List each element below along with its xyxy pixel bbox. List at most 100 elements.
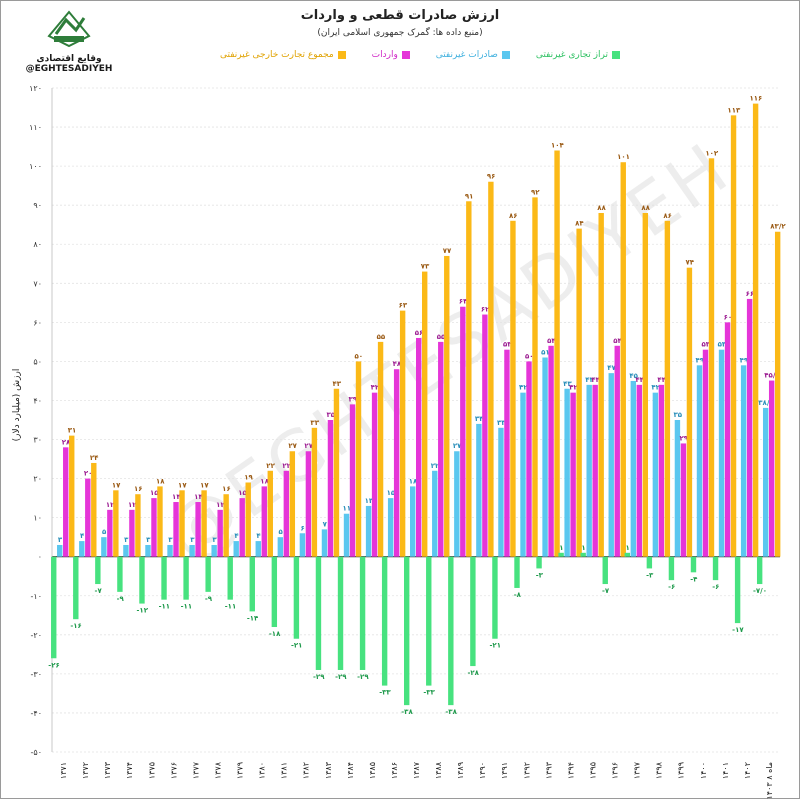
bar-total [422, 271, 428, 557]
bar-imports [504, 349, 510, 557]
bar-exports [277, 537, 284, 557]
data-label-imports: ۲۷ [304, 442, 313, 450]
bar-imports [526, 361, 532, 557]
y-tick-label: -۲۰ [31, 631, 42, 640]
bar-balance [668, 556, 675, 581]
data-label-imports: ۵۳ [702, 341, 711, 349]
bar-imports [592, 384, 598, 557]
bar-exports [343, 513, 350, 557]
data-label-total: ۸۶ [663, 212, 672, 220]
data-label-balance: -۳۳ [423, 689, 435, 697]
x-tick-label: ۱۳۷۳ [103, 761, 112, 779]
bar-exports [630, 380, 637, 557]
data-label-exports: ۴۲ [651, 384, 660, 392]
data-label-balance: -۴ [690, 575, 698, 583]
x-tick-label: ۱۳۷۴ [125, 762, 134, 779]
bar-total [311, 427, 318, 557]
bar-total [223, 494, 229, 557]
data-label-total: ۲۲ [266, 462, 275, 470]
data-label-imports: ۵۴ [613, 337, 622, 345]
data-label-balance: -۳۸ [401, 708, 413, 716]
x-tick-label: ۱۳۷۹ [236, 762, 245, 779]
data-label-exports: ۳ [168, 536, 173, 544]
bar-total [730, 115, 737, 557]
data-label-balance: -۲۱ [291, 642, 302, 650]
y-tick-label: -۱۰ [31, 592, 42, 601]
bar-balance [205, 556, 211, 592]
bar-imports [85, 478, 91, 557]
data-label-total: ۱۸ [156, 477, 165, 485]
bar-imports [570, 392, 576, 557]
data-label-imports: ۵۰ [525, 352, 534, 360]
bar-total [752, 103, 759, 557]
data-label-total: ۶۳ [399, 302, 408, 310]
bar-total [377, 341, 384, 557]
data-label-imports: ۲۹ [679, 434, 688, 442]
data-label-total: ۳۱ [68, 427, 77, 435]
data-label-balance: -۲۹ [357, 673, 369, 681]
bar-balance [536, 556, 542, 569]
data-label-balance: ۱ [625, 544, 629, 552]
bar-exports [542, 357, 548, 557]
x-tick-label: ۱۳۸۱ [280, 762, 289, 779]
bar-exports [696, 365, 703, 557]
bar-imports [239, 498, 245, 557]
data-label-exports: ۳۴ [475, 415, 484, 423]
bar-balance [95, 556, 101, 585]
data-label-balance: -۱۴ [247, 614, 259, 622]
bar-imports [416, 337, 422, 557]
bar-exports [454, 451, 460, 557]
bar-exports [718, 349, 725, 557]
bar-balance [558, 552, 564, 557]
data-label-total: ۸۸ [641, 204, 650, 212]
legend-label-exports: صادرات غیرنفتی [435, 50, 498, 60]
x-tick-label: ۱۳۷۲ [81, 762, 90, 779]
data-label-balance: -۱۶ [70, 622, 81, 630]
data-label-imports: ۶۲ [481, 306, 490, 314]
bar-exports [387, 498, 394, 557]
data-label-imports: ۳۹ [349, 395, 358, 403]
data-label-balance: -۸ [514, 591, 522, 599]
data-label-imports: ۴۲ [569, 384, 578, 392]
bar-balance [492, 556, 498, 639]
data-label-exports: ۳ [212, 536, 217, 544]
y-tick-label: ۴۰ [33, 396, 42, 405]
bar-imports [746, 298, 753, 557]
bar-total [245, 482, 251, 557]
data-label-total: ۲۷ [288, 442, 297, 450]
data-label-total: ۵۰ [355, 352, 364, 360]
bar-balance [690, 556, 697, 573]
data-label-exports: ۱۱ [343, 505, 352, 513]
bar-exports [520, 392, 526, 557]
logo-handle: @EGHTESADIYEH [25, 64, 113, 74]
x-tick-label: ۱۳۹۰ [478, 762, 487, 779]
data-label-balance: -۳۳ [379, 689, 391, 697]
data-label-imports: ۶۶ [746, 290, 755, 298]
data-label-imports: ۵۳ [503, 341, 512, 349]
data-label-balance: -۷ [602, 587, 610, 595]
x-tick-label: ۱۴۰۳ ماه ۸ [765, 762, 774, 799]
data-label-exports: ۴۳ [563, 380, 572, 388]
y-tick-label: ۲۰ [33, 475, 42, 484]
bar-exports [564, 388, 570, 557]
bar-imports [107, 509, 113, 557]
data-label-exports: ۳ [146, 536, 151, 544]
chart-title: ارزش صادرات قطعی و واردات [300, 8, 500, 23]
data-label-exports: ۵۳ [718, 341, 727, 349]
bar-imports [371, 392, 378, 557]
bar-balance [580, 552, 586, 557]
x-tick-label: ۱۳۹۸ [655, 761, 664, 779]
data-label-exports: ۴۲ [519, 384, 528, 392]
data-label-total: ۸۳/۲ [770, 223, 786, 231]
bar-balance [470, 556, 476, 667]
data-label-exports: ۴ [80, 532, 85, 540]
chart-legend: مجموع تجارت خارجی غیرنفتی واردات صادرات … [220, 50, 620, 60]
data-label-imports: ۴۲ [371, 384, 380, 392]
bar-exports [299, 533, 306, 557]
legend-label-total: مجموع تجارت خارجی غیرنفتی [220, 50, 334, 60]
bar-exports [189, 544, 195, 557]
x-tick-label: ۱۳۸۵ [368, 762, 377, 779]
bar-imports [768, 380, 775, 557]
bar-exports [123, 544, 129, 557]
y-tick-label: ۱۰ [33, 514, 42, 523]
